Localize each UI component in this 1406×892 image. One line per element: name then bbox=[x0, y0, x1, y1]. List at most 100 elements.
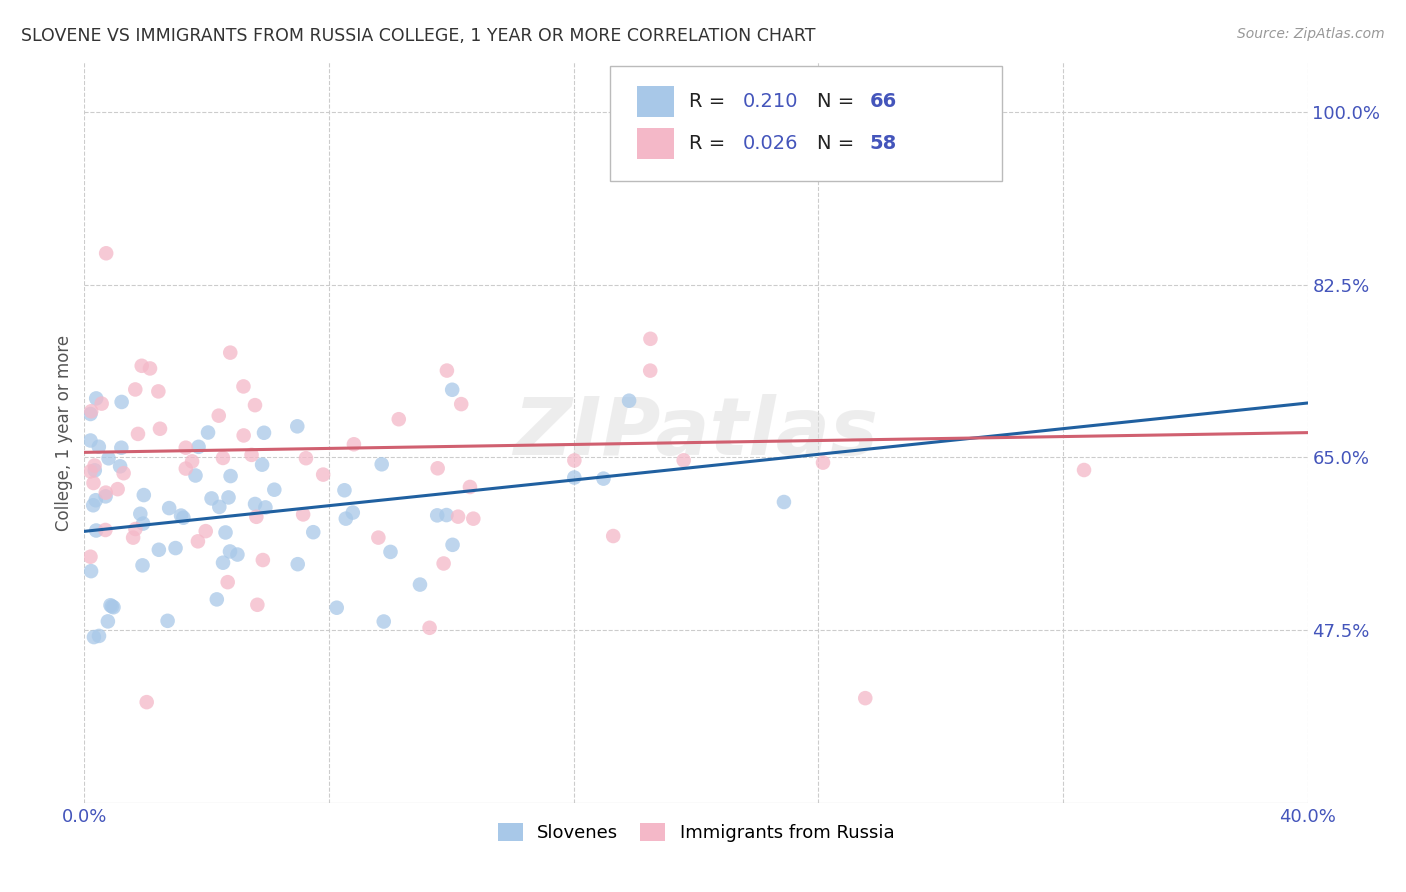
Point bbox=[84, 392, 107, 406]
Point bbox=[208, 409, 231, 423]
Text: N =: N = bbox=[817, 135, 860, 153]
Point bbox=[450, 397, 472, 411]
Point bbox=[218, 491, 240, 505]
Point bbox=[226, 548, 249, 562]
Text: R =: R = bbox=[689, 135, 731, 153]
Point bbox=[773, 495, 796, 509]
Point bbox=[187, 534, 209, 549]
Point bbox=[253, 425, 276, 440]
Point bbox=[80, 404, 103, 418]
Point bbox=[108, 459, 131, 474]
Point bbox=[295, 451, 318, 466]
Point bbox=[388, 412, 411, 426]
Point bbox=[602, 529, 624, 543]
Point bbox=[447, 509, 470, 524]
Point bbox=[100, 599, 122, 613]
Point bbox=[205, 592, 228, 607]
Point bbox=[97, 451, 120, 466]
Point bbox=[373, 615, 395, 629]
Point bbox=[1073, 463, 1095, 477]
Point bbox=[124, 383, 146, 397]
Point bbox=[409, 577, 432, 591]
Point bbox=[174, 441, 197, 455]
Point bbox=[302, 525, 325, 540]
Point bbox=[172, 510, 194, 524]
Point bbox=[342, 506, 364, 520]
Point bbox=[562, 470, 585, 484]
Point bbox=[87, 629, 110, 643]
Point bbox=[419, 621, 441, 635]
Point bbox=[200, 491, 222, 506]
Point bbox=[217, 575, 239, 590]
Point bbox=[243, 497, 266, 511]
Point bbox=[370, 457, 392, 471]
Point bbox=[132, 516, 155, 531]
Point bbox=[157, 501, 180, 516]
Point bbox=[148, 542, 170, 557]
Point bbox=[94, 485, 117, 500]
Point bbox=[640, 332, 662, 346]
Point bbox=[232, 428, 254, 442]
FancyBboxPatch shape bbox=[637, 87, 673, 117]
Point bbox=[184, 468, 207, 483]
Point bbox=[148, 384, 170, 399]
Point bbox=[380, 545, 402, 559]
Point bbox=[441, 538, 464, 552]
Point bbox=[436, 508, 458, 522]
Point bbox=[82, 475, 104, 490]
Point bbox=[436, 363, 458, 377]
Point bbox=[245, 509, 267, 524]
Point bbox=[335, 511, 357, 525]
Point bbox=[811, 456, 834, 470]
Point bbox=[853, 691, 876, 706]
Point bbox=[139, 361, 162, 376]
FancyBboxPatch shape bbox=[637, 128, 673, 160]
Point bbox=[343, 437, 366, 451]
Point bbox=[84, 493, 107, 508]
Point bbox=[592, 472, 614, 486]
Point bbox=[79, 434, 101, 448]
Text: SLOVENE VS IMMIGRANTS FROM RUSSIA COLLEGE, 1 YEAR OR MORE CORRELATION CHART: SLOVENE VS IMMIGRANTS FROM RUSSIA COLLEG… bbox=[21, 27, 815, 45]
Point bbox=[254, 500, 277, 515]
Point bbox=[80, 564, 103, 578]
Point bbox=[135, 695, 157, 709]
Point bbox=[246, 598, 269, 612]
Point bbox=[243, 398, 266, 412]
Point bbox=[112, 467, 135, 481]
Point bbox=[214, 525, 236, 540]
Point bbox=[131, 558, 153, 573]
Point bbox=[165, 541, 187, 555]
Point bbox=[129, 507, 152, 521]
Point bbox=[107, 482, 129, 496]
Text: 0.210: 0.210 bbox=[742, 92, 799, 112]
Point bbox=[250, 458, 273, 472]
Text: Source: ZipAtlas.com: Source: ZipAtlas.com bbox=[1237, 27, 1385, 41]
Point bbox=[83, 463, 105, 477]
Text: N =: N = bbox=[817, 92, 860, 112]
Point bbox=[101, 599, 124, 614]
Point bbox=[132, 488, 155, 502]
Point bbox=[124, 522, 146, 536]
Point bbox=[197, 425, 219, 440]
Point bbox=[94, 489, 117, 503]
Point bbox=[285, 419, 308, 434]
Y-axis label: College, 1 year or more: College, 1 year or more bbox=[55, 334, 73, 531]
Point bbox=[219, 469, 242, 483]
Point bbox=[83, 458, 105, 473]
Point bbox=[82, 498, 104, 512]
Point bbox=[194, 524, 217, 538]
Point bbox=[111, 395, 134, 409]
Point bbox=[156, 614, 179, 628]
Point bbox=[617, 393, 640, 408]
Point bbox=[83, 630, 105, 644]
Point bbox=[170, 508, 193, 523]
Text: 66: 66 bbox=[870, 92, 897, 112]
Point bbox=[240, 448, 263, 462]
Point bbox=[672, 453, 695, 467]
Point bbox=[252, 553, 274, 567]
Point bbox=[564, 453, 586, 467]
Point bbox=[122, 531, 145, 545]
Point bbox=[426, 508, 449, 523]
Point bbox=[79, 464, 101, 478]
Point bbox=[187, 440, 209, 454]
